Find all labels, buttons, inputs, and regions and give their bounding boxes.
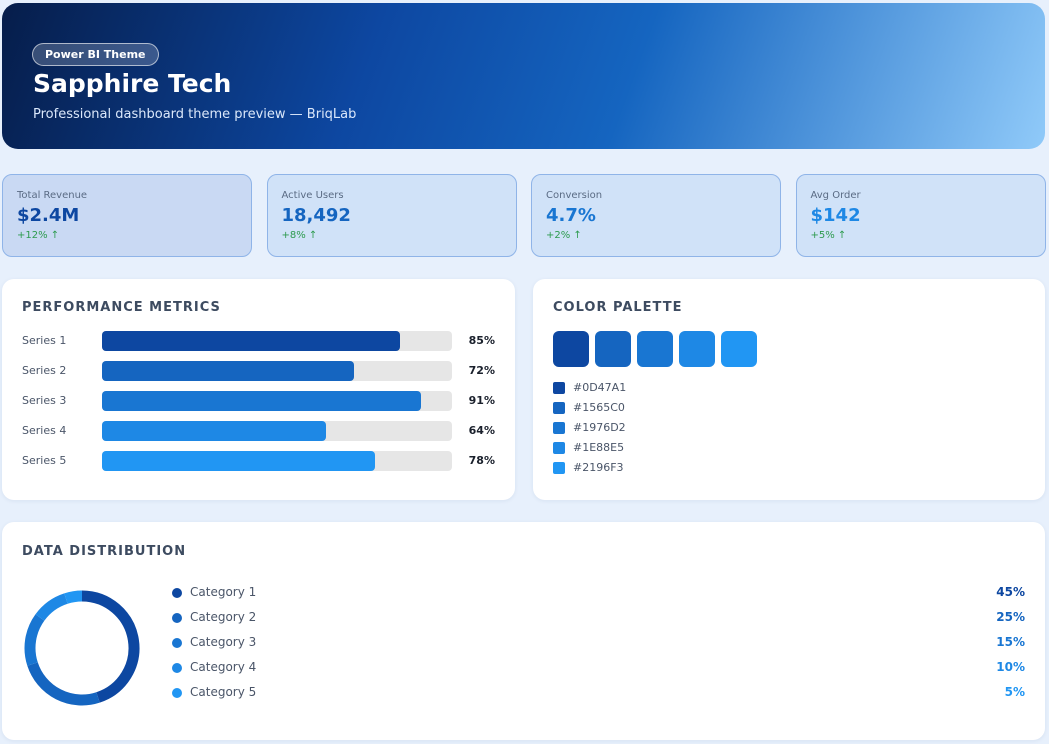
bar-label: Series 4 — [22, 424, 67, 437]
kpi-card: Avg Order $142 +5% ↑ — [795, 174, 1046, 257]
donut-segment — [24, 614, 45, 666]
legend-label: Category 2 — [190, 610, 257, 624]
swatch — [721, 331, 757, 367]
bar — [102, 451, 375, 471]
bar-label: Series 1 — [22, 334, 67, 347]
legend-dot — [172, 588, 182, 598]
swatch — [553, 331, 589, 367]
bar-value: 91% — [468, 394, 495, 407]
color-code: #0D47A1 — [573, 381, 627, 394]
kpi-card: Conversion 4.7% +2% ↑ — [531, 174, 781, 257]
legend-dot — [172, 688, 182, 698]
swatch-dot — [553, 442, 565, 454]
swatch — [595, 331, 631, 367]
legend-value: 10% — [996, 660, 1025, 674]
panel-title: PERFORMANCE METRICS — [22, 300, 221, 315]
bar-label: Series 3 — [22, 394, 67, 407]
donut-segment — [35, 593, 68, 621]
donut-chart — [24, 590, 140, 706]
swatch — [637, 331, 673, 367]
color-code: #2196F3 — [573, 461, 624, 474]
kpi-card: Total Revenue $2.4M +12% ↑ — [2, 174, 252, 257]
bar-label: Series 2 — [22, 364, 67, 377]
kpi-label: Conversion — [546, 190, 603, 201]
donut-segment — [81, 590, 140, 703]
swatch-dot — [553, 382, 565, 394]
kpi-change: +8% ↑ — [281, 230, 318, 241]
kpi-card: Active Users 18,492 +8% ↑ — [266, 174, 517, 257]
performance-panel: PERFORMANCE METRICS Series 1 85% Series 2 7… — [2, 279, 515, 500]
kpi-label: Active Users — [281, 190, 344, 201]
badge: Power BI Theme — [32, 43, 159, 66]
legend-value: 25% — [996, 610, 1025, 624]
legend-label: Category 4 — [190, 660, 257, 674]
title: Sapphire Tech — [33, 69, 232, 98]
legend-value: 45% — [996, 585, 1025, 599]
kpi-change: +5% ↑ — [810, 230, 847, 241]
kpi-label: Total Revenue — [17, 190, 88, 201]
legend-label: Category 3 — [190, 635, 257, 649]
swatch-dot — [553, 402, 565, 414]
legend-value: 15% — [996, 635, 1025, 649]
swatch-dot — [553, 462, 565, 474]
bar-value: 78% — [468, 454, 495, 467]
kpi-value: $142 — [810, 205, 861, 226]
bar — [102, 331, 400, 351]
kpi-change: +12% ↑ — [17, 230, 60, 241]
bar — [102, 391, 421, 411]
panel-title: COLOR PALETTE — [553, 300, 683, 315]
donut-segment — [64, 590, 83, 604]
header: Power BI Theme Sapphire Tech Professiona… — [2, 3, 1045, 149]
distribution-panel: DATA DISTRIBUTION Category 1 45% Category … — [2, 522, 1045, 740]
subtitle: Professional dashboard theme preview — B… — [33, 107, 357, 122]
kpi-label: Avg Order — [810, 190, 861, 201]
legend-value: 5% — [1004, 685, 1025, 699]
bar — [102, 361, 354, 381]
kpi-value: $2.4M — [17, 205, 80, 226]
bar — [102, 421, 326, 441]
legend-label: Category 5 — [190, 685, 257, 699]
panel-title: DATA DISTRIBUTION — [22, 544, 187, 559]
color-code: #1E88E5 — [573, 441, 625, 454]
color-code: #1976D2 — [573, 421, 626, 434]
legend-label: Category 1 — [190, 585, 257, 599]
legend-dot — [172, 638, 182, 648]
legend-dot — [172, 613, 182, 623]
kpi-value: 4.7% — [546, 205, 596, 226]
legend-dot — [172, 663, 182, 673]
donut-segment — [27, 662, 100, 706]
bar-value: 64% — [468, 424, 495, 437]
swatch — [679, 331, 715, 367]
kpi-change: +2% ↑ — [546, 230, 582, 241]
color-code: #1565C0 — [573, 401, 625, 414]
swatch-dot — [553, 422, 565, 434]
palette-panel: COLOR PALETTE #0D47A1 #1565C0 #1976D2 #1E88… — [533, 279, 1045, 500]
bar-label: Series 5 — [22, 454, 67, 467]
bar-value: 85% — [468, 334, 495, 347]
kpi-value: 18,492 — [281, 205, 351, 226]
bar-value: 72% — [468, 364, 495, 377]
